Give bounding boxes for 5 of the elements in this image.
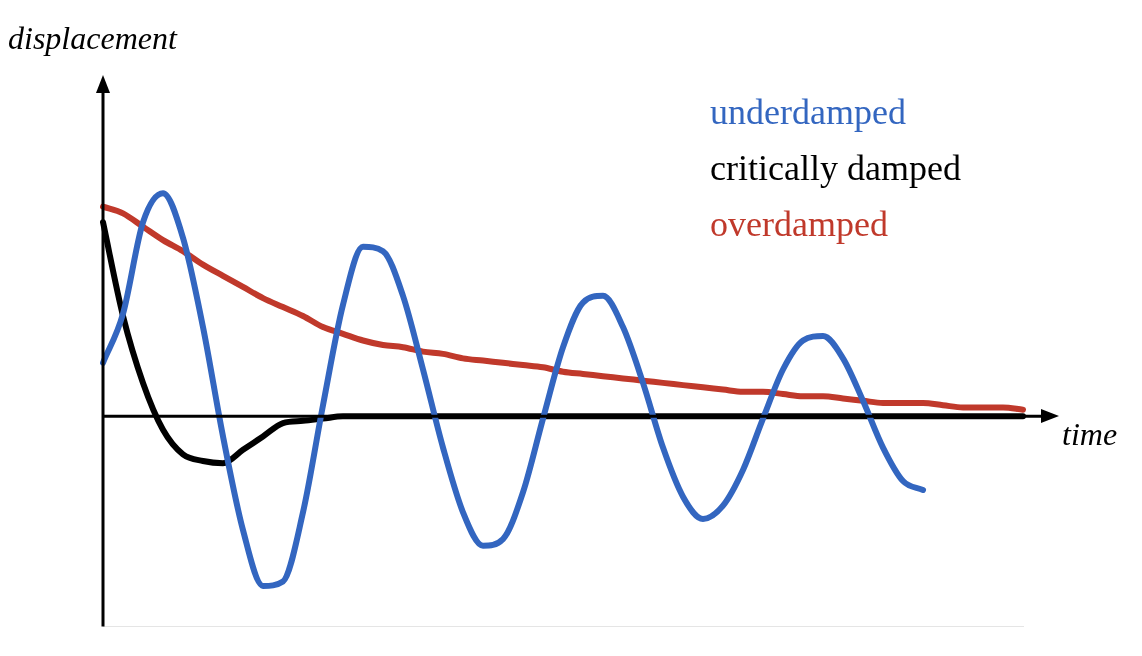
y-axis-title: displacement [8,20,177,56]
x-axis-title: time [1062,416,1118,452]
text: critically damped [710,147,961,190]
text: overdamped [710,203,889,246]
text: underdamped [710,91,907,134]
